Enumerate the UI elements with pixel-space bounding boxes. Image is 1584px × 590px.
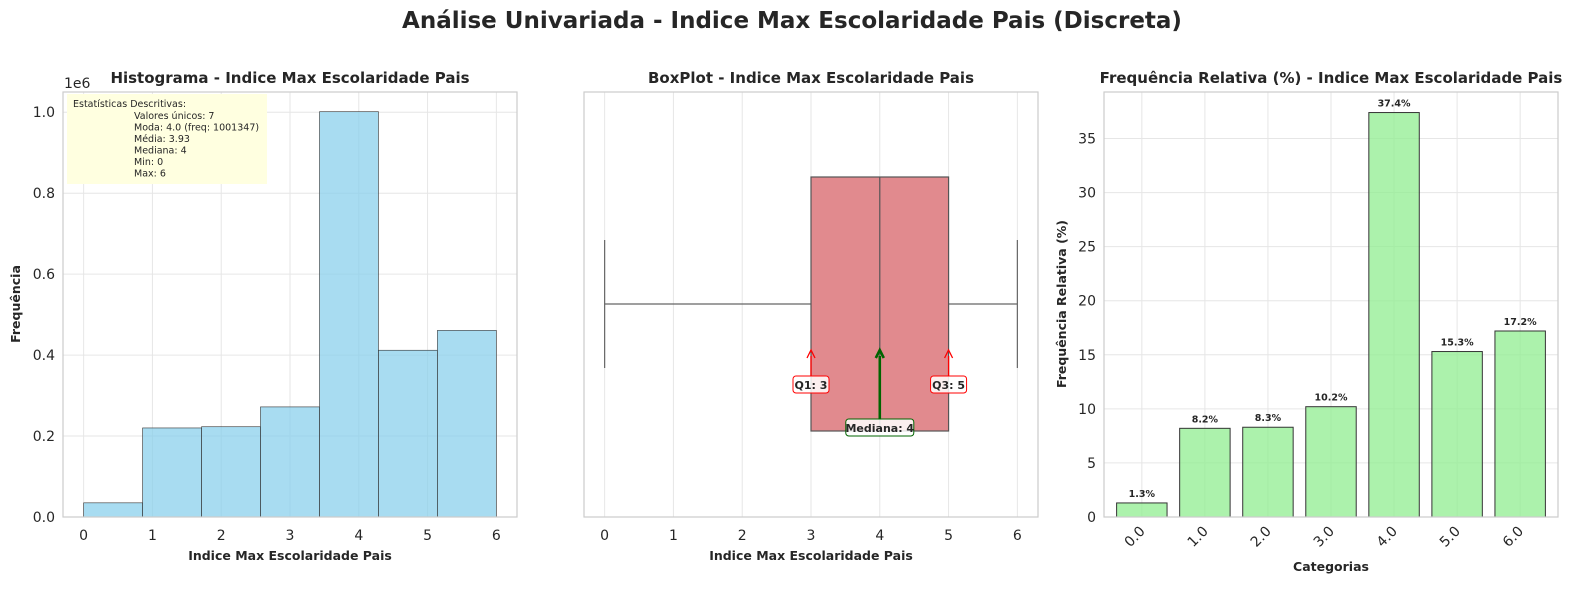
- q3-label-box: [930, 375, 968, 394]
- histogram-ylabel: Frequência: [8, 265, 23, 343]
- y-tick-label: 0.8: [33, 186, 55, 202]
- bar-value-label: 37.4%: [1378, 99, 1411, 110]
- relative-frequency-bar: [1116, 502, 1168, 518]
- y-tick-label: 0: [1087, 510, 1096, 526]
- relative-frequency-ylabel: Frequência Relativa (%): [1054, 220, 1069, 388]
- stats-line: Valores únicos: 7: [134, 111, 214, 122]
- boxplot-title: BoxPlot - Indice Max Escolaridade Pais: [648, 69, 974, 87]
- x-tick-label: 5: [423, 528, 432, 544]
- stats-line: Média: 3.93: [134, 134, 190, 145]
- histogram-title: Histograma - Indice Max Escolaridade Pai…: [110, 69, 469, 87]
- y-tick-label: 10: [1078, 402, 1096, 418]
- histogram-ticks: 0 1 2 3 4 5 6 0.0 0.2 0.4 0.6 0.8 1.0: [33, 105, 501, 544]
- relative-frequency-bar: [1242, 426, 1294, 518]
- bar-value-label: 15.3%: [1441, 338, 1474, 349]
- x-tick-label: 6: [1013, 528, 1022, 544]
- histogram-bar: [142, 427, 202, 518]
- y-tick-label: 15: [1078, 348, 1096, 364]
- boxplot-frame: [583, 91, 1039, 518]
- y-tick-label: 30: [1078, 186, 1096, 202]
- histogram-bar: [260, 406, 320, 518]
- relative-frequency-bar: [1305, 406, 1357, 518]
- stats-line: Mediana: 4: [134, 146, 187, 157]
- bar-value-label: 8.3%: [1255, 413, 1282, 424]
- x-tick-label: 4: [875, 528, 884, 544]
- stats-line: Max: 6: [134, 169, 166, 180]
- x-tick-label: 6: [492, 528, 501, 544]
- x-tick-label: 3.0: [1311, 524, 1338, 551]
- x-tick-label: 4.0: [1374, 524, 1401, 551]
- histogram-bar: [437, 330, 497, 518]
- y-tick-label: 20: [1078, 294, 1096, 310]
- median-label: Mediana: 4: [845, 422, 914, 435]
- q3-label: Q3: 5: [932, 379, 965, 392]
- stats-line: Min: 0: [134, 157, 163, 168]
- histogram-frame: [62, 91, 518, 518]
- histogram-bar: [201, 426, 261, 518]
- x-tick-label: 1: [148, 528, 157, 544]
- boxplot-annotations: Q1: 3 Q3: 5 Mediana: 4: [792, 347, 968, 437]
- x-tick-label: 3: [286, 528, 295, 544]
- y-tick-label: 5: [1087, 456, 1096, 472]
- q1-label: Q1: 3: [795, 379, 828, 392]
- boxplot-xlabel: Indice Max Escolaridade Pais: [709, 548, 913, 563]
- y-tick-label: 0.2: [33, 429, 55, 445]
- y-tick-label: 1.0: [33, 105, 55, 121]
- histogram-xlabel: Indice Max Escolaridade Pais: [188, 548, 392, 563]
- x-tick-label: 6.0: [1500, 524, 1527, 551]
- histogram-bar: [83, 502, 143, 518]
- x-tick-label: 2.0: [1248, 524, 1275, 551]
- x-tick-label: 0: [79, 528, 88, 544]
- y-tick-label: 0.4: [33, 348, 55, 364]
- boxplot-panel: BoxPlot - Indice Max Escolaridade Pais 0…: [583, 69, 1039, 563]
- x-tick-label: 5: [944, 528, 953, 544]
- x-tick-label: 1: [669, 528, 678, 544]
- q3-arrow-head: [943, 348, 954, 359]
- relative-frequency-bar: [1179, 427, 1231, 518]
- q1-label-box: [792, 375, 830, 394]
- x-tick-label: 1.0: [1185, 524, 1212, 551]
- histogram-bar: [319, 111, 379, 518]
- bar-value-label: 10.2%: [1315, 393, 1348, 404]
- relative-frequency-frame: [1103, 91, 1559, 518]
- y-tick-label: 0.6: [33, 267, 55, 283]
- x-tick-label: 2: [217, 528, 226, 544]
- x-tick-label: 4: [354, 528, 363, 544]
- relative-frequency-bars: 1.3% 8.2% 8.3% 10.2% 37.4% 15.3% 17.2%: [1116, 99, 1546, 518]
- median-arrow-head: [874, 347, 885, 359]
- x-tick-label: 2: [738, 528, 747, 544]
- boxplot-ticks: 0 1 2 3 4 5 6: [600, 528, 1022, 544]
- q1-arrow-head: [806, 348, 816, 359]
- x-tick-label: 5.0: [1437, 524, 1464, 551]
- relative-frequency-bar: [1368, 112, 1420, 518]
- histogram-bar: [378, 349, 438, 518]
- bar-value-label: 17.2%: [1504, 317, 1537, 328]
- x-tick-label: 0: [600, 528, 609, 544]
- median-label-box: [845, 418, 915, 437]
- stats-line: Moda: 4.0 (freq: 1001347): [134, 123, 259, 134]
- y-tick-label: 0.0: [33, 510, 55, 526]
- stats-box: Estatísticas Descritivas: Valores únicos…: [67, 94, 267, 184]
- relative-frequency-panel: Frequência Relativa (%) - Indice Max Esc…: [1054, 69, 1562, 574]
- x-tick-label: 3: [807, 528, 816, 544]
- relative-frequency-title: Frequência Relativa (%) - Indice Max Esc…: [1100, 69, 1563, 87]
- y-tick-label: 25: [1078, 240, 1096, 256]
- histogram-panel: Histograma - Indice Max Escolaridade Pai…: [8, 69, 518, 563]
- relative-frequency-bar: [1494, 330, 1546, 518]
- bar-value-label: 8.2%: [1192, 414, 1219, 425]
- y-tick-label: 35: [1078, 132, 1096, 148]
- histogram-offset-label: 1e6: [64, 76, 91, 92]
- stats-box-background: [67, 94, 267, 184]
- relative-frequency-xlabel: Categorias: [1293, 559, 1369, 574]
- stats-header: Estatísticas Descritivas:: [73, 99, 186, 110]
- bar-value-label: 1.3%: [1129, 489, 1156, 500]
- histogram-bars: [83, 111, 497, 518]
- relative-frequency-bar: [1431, 351, 1483, 518]
- figure-title: Análise Univariada - Indice Max Escolari…: [402, 8, 1182, 34]
- x-tick-label: 0.0: [1122, 524, 1149, 551]
